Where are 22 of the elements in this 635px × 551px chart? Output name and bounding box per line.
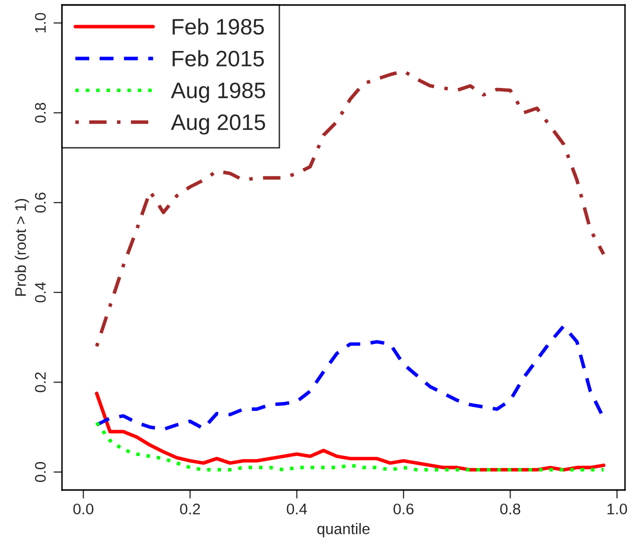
y-tick-label: 0.4 [34,282,46,302]
x-axis-title: quantile [317,522,370,538]
legend-label: Feb 1985 [172,18,264,35]
legend-label: Feb 2015 [172,50,264,66]
y-axis-title: Prob (root > 1) [14,198,29,296]
y-tick-label: 0.6 [34,192,46,213]
legend-label: Aug 2015 [170,114,266,135]
x-tick-label: 0.8 [500,504,520,514]
x-tick-label: 0.2 [180,504,200,514]
line-series [94,392,606,472]
legend-label: Aug 1985 [170,82,266,103]
y-tick-label: 1.0 [34,12,46,32]
y-tick-label: 0.2 [34,372,46,392]
x-tick-label: 1.0 [608,504,628,514]
y-tick-label: 0.0 [34,462,46,482]
line-series [94,420,606,472]
line-series [94,324,606,432]
x-tick-label: 0.4 [286,504,307,514]
line-series [94,69,606,348]
x-tick-label: 0.6 [394,504,414,514]
x-tick-label: 0.0 [73,504,94,514]
y-tick-label: 0.8 [34,102,46,123]
